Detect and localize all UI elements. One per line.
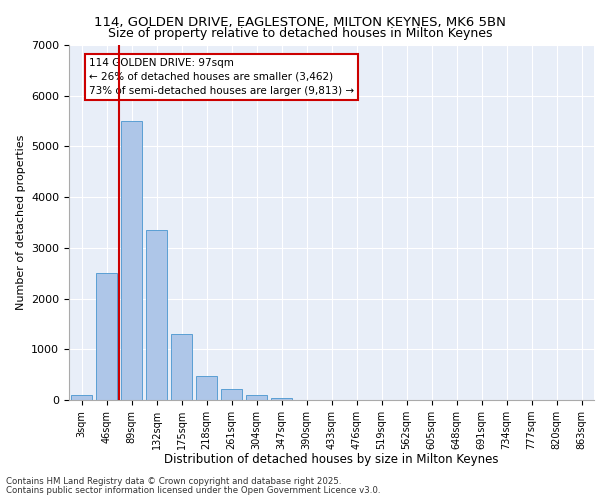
Y-axis label: Number of detached properties: Number of detached properties xyxy=(16,135,26,310)
Bar xyxy=(246,396,267,400)
Bar xyxy=(146,230,167,400)
Text: Contains public sector information licensed under the Open Government Licence v3: Contains public sector information licen… xyxy=(6,486,380,495)
Bar xyxy=(96,273,117,400)
X-axis label: Distribution of detached houses by size in Milton Keynes: Distribution of detached houses by size … xyxy=(164,454,499,466)
Bar xyxy=(271,398,292,400)
Text: Contains HM Land Registry data © Crown copyright and database right 2025.: Contains HM Land Registry data © Crown c… xyxy=(6,477,341,486)
Bar xyxy=(196,376,217,400)
Text: 114 GOLDEN DRIVE: 97sqm
← 26% of detached houses are smaller (3,462)
73% of semi: 114 GOLDEN DRIVE: 97sqm ← 26% of detache… xyxy=(89,58,354,96)
Bar xyxy=(221,389,242,400)
Bar xyxy=(171,334,192,400)
Bar xyxy=(121,121,142,400)
Text: 114, GOLDEN DRIVE, EAGLESTONE, MILTON KEYNES, MK6 5BN: 114, GOLDEN DRIVE, EAGLESTONE, MILTON KE… xyxy=(94,16,506,29)
Bar xyxy=(71,395,92,400)
Text: Size of property relative to detached houses in Milton Keynes: Size of property relative to detached ho… xyxy=(108,26,492,40)
